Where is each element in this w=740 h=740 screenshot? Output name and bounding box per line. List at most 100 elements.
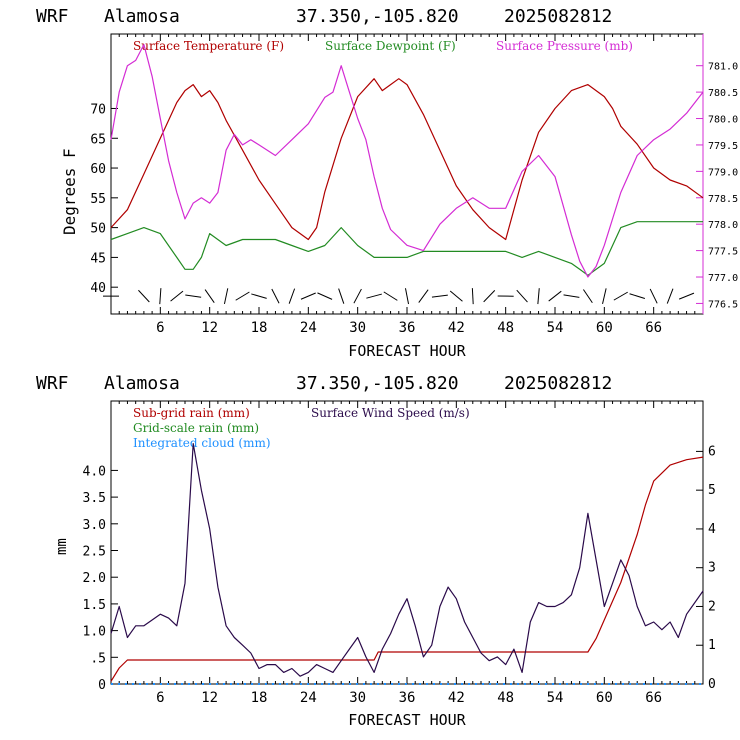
x-tick-label: 36	[399, 320, 416, 336]
wind-barb	[159, 288, 162, 305]
wind-barb	[602, 288, 607, 305]
y2-tick-label: 777.0	[708, 273, 738, 284]
wind-barb	[516, 289, 528, 303]
x-tick-label: 54	[547, 320, 564, 336]
x-tick-label: 48	[497, 690, 514, 706]
y2-tick-label: 779.0	[708, 167, 738, 178]
wind-barb	[649, 288, 658, 304]
series-surface-dewpoint-f	[110, 221, 703, 276]
y2-tick-label: 0	[708, 677, 716, 692]
y-tick-label: 60	[90, 162, 106, 177]
y-tick-label: 65	[90, 132, 106, 147]
series-surface-wind-speed-m-s	[110, 443, 704, 677]
wind-barb	[563, 294, 580, 298]
wind-barb	[537, 288, 540, 305]
y-tick-label: 3.5	[83, 491, 106, 506]
y-tick-label: 1.0	[83, 625, 106, 640]
series-surface-temperature-f	[110, 78, 704, 241]
top-y-axis-label: Degrees F	[60, 148, 79, 235]
x-tick-label: 60	[596, 320, 613, 336]
wind-barb	[353, 288, 362, 304]
y-tick-label: 2.5	[83, 545, 106, 560]
top-header-run: 2025082812	[504, 6, 612, 27]
y-tick-label: 0	[98, 678, 106, 693]
bottom-header-model: WRF	[36, 373, 69, 394]
legend-surface-dewpoint: Surface Dewpoint (F)	[325, 39, 456, 53]
legend-sub-grid-rain: Sub-grid rain (mm)	[133, 406, 250, 420]
y-tick-label: 45	[90, 251, 106, 266]
y-tick-label: 2.0	[83, 571, 106, 586]
x-tick-label: 54	[547, 690, 564, 706]
y2-tick-label: 776.5	[708, 299, 738, 310]
x-tick-label: 6	[156, 690, 164, 706]
wind-barb	[483, 290, 496, 303]
bottom-header-run: 2025082812	[504, 373, 612, 394]
y2-tick-label: 780.5	[708, 88, 738, 99]
y-tick-label: 4.0	[83, 464, 106, 479]
y2-tick-label: 3	[708, 561, 716, 576]
x-tick-label: 18	[251, 320, 268, 336]
y-tick-label: 55	[90, 192, 106, 207]
top-header-station: Alamosa	[104, 6, 180, 27]
y2-tick-label: 1	[708, 638, 716, 653]
x-tick-label: 24	[300, 320, 317, 336]
x-tick-label: 30	[349, 320, 366, 336]
x-tick-label: 66	[645, 690, 662, 706]
wind-barb	[223, 288, 229, 305]
series-sub-grid-rain-mm	[110, 456, 704, 682]
wind-barb	[583, 289, 593, 304]
wind-barb	[317, 292, 333, 300]
x-tick-label: 48	[497, 320, 514, 336]
wind-barb	[300, 292, 316, 300]
x-tick-label: 30	[349, 690, 366, 706]
y-tick-label: 70	[90, 102, 106, 117]
bottom-header-coords: 37.350,-105.820	[296, 373, 459, 394]
y2-tick-label: 780.0	[708, 115, 738, 126]
legend-grid-scale-rain: Grid-scale rain (mm)	[133, 421, 259, 435]
top-plot-frame	[110, 33, 704, 315]
y2-tick-label: 778.0	[708, 220, 738, 231]
y2-tick-label: 781.0	[708, 62, 738, 73]
x-tick-label: 60	[596, 690, 613, 706]
y2-tick-label: 779.5	[708, 141, 738, 152]
wind-barb	[138, 289, 150, 303]
wind-barb	[338, 288, 345, 304]
y2-tick-label: 777.5	[708, 247, 738, 258]
top-header-model: WRF	[36, 6, 69, 27]
y2-tick-label: 4	[708, 522, 716, 537]
x-tick-label: 24	[300, 690, 317, 706]
series-surface-pressure-mb	[110, 43, 704, 278]
x-tick-label: 42	[448, 320, 465, 336]
x-tick-label: 36	[399, 690, 416, 706]
bottom-header-station: Alamosa	[104, 373, 180, 394]
y-tick-label: 40	[90, 281, 106, 296]
bottom-plot-area: 6 12 18 24 30 36 42 48 54 60 660.51.01.52.02.53.03…	[83, 401, 716, 706]
y2-tick-label: 5	[708, 483, 716, 498]
wind-barb	[170, 290, 184, 302]
wind-barb	[548, 290, 562, 302]
wind-barb	[235, 291, 250, 301]
bottom-x-axis-label: FORECAST HOUR	[348, 711, 466, 729]
wind-barb	[666, 288, 674, 304]
wind-barb	[613, 291, 628, 301]
wind-barb	[629, 293, 646, 299]
x-tick-label: 42	[448, 690, 465, 706]
wind-barb	[404, 288, 410, 305]
wind-barb	[288, 288, 296, 304]
top-x-axis-label: FORECAST HOUR	[348, 342, 466, 360]
x-tick-label: 12	[201, 690, 218, 706]
wind-barb	[449, 290, 463, 302]
wind-barb	[678, 292, 695, 300]
wind-barb	[185, 294, 202, 298]
wind-barb	[418, 289, 429, 303]
x-tick-label: 12	[201, 320, 218, 336]
x-tick-label: 6	[156, 320, 164, 336]
wind-barb	[383, 291, 398, 301]
legend-surface-temperature: Surface Temperature (F)	[133, 39, 284, 53]
wind-barb	[431, 294, 448, 298]
y2-tick-label: 6	[708, 444, 716, 459]
legend-surface-wind-speed: Surface Wind Speed (m/s)	[311, 406, 470, 420]
x-tick-label: 18	[251, 690, 268, 706]
x-tick-label: 66	[645, 320, 662, 336]
